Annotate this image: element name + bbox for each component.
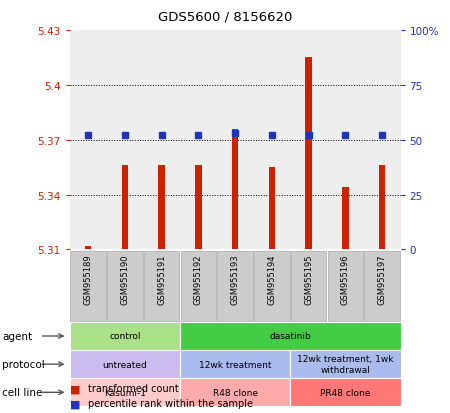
Bar — [269, 168, 275, 250]
Bar — [305, 58, 312, 250]
Bar — [342, 188, 349, 250]
Text: control: control — [109, 332, 140, 341]
Text: GSM955189: GSM955189 — [84, 254, 93, 304]
FancyBboxPatch shape — [364, 251, 400, 321]
FancyBboxPatch shape — [291, 251, 326, 321]
FancyBboxPatch shape — [217, 251, 253, 321]
Text: GSM955190: GSM955190 — [121, 254, 130, 304]
FancyBboxPatch shape — [328, 251, 363, 321]
Text: GSM955192: GSM955192 — [194, 254, 203, 304]
Text: GSM955191: GSM955191 — [157, 254, 166, 304]
Text: PR48 clone: PR48 clone — [320, 388, 370, 397]
Text: GSM955197: GSM955197 — [378, 254, 387, 304]
Text: protocol: protocol — [2, 359, 45, 369]
Text: ■: ■ — [70, 383, 80, 393]
Text: cell line: cell line — [2, 387, 43, 397]
Text: transformed count: transformed count — [88, 383, 179, 393]
Bar — [122, 166, 128, 250]
Text: agent: agent — [2, 331, 32, 341]
Text: GDS5600 / 8156620: GDS5600 / 8156620 — [158, 10, 292, 23]
Bar — [158, 166, 165, 250]
Text: 12wk treatment: 12wk treatment — [199, 360, 271, 369]
FancyBboxPatch shape — [71, 251, 106, 321]
FancyBboxPatch shape — [107, 251, 143, 321]
Bar — [379, 166, 386, 250]
Text: GSM955196: GSM955196 — [341, 254, 350, 304]
Text: R48 clone: R48 clone — [212, 388, 257, 397]
FancyBboxPatch shape — [181, 251, 216, 321]
Bar — [195, 166, 202, 250]
Text: Kasumi-1: Kasumi-1 — [104, 388, 146, 397]
Text: percentile rank within the sample: percentile rank within the sample — [88, 399, 253, 408]
Text: 12wk treatment, 1wk
withdrawal: 12wk treatment, 1wk withdrawal — [297, 355, 394, 374]
Text: GSM955193: GSM955193 — [230, 254, 239, 304]
Text: dasatinib: dasatinib — [270, 332, 311, 341]
Bar — [232, 129, 238, 250]
FancyBboxPatch shape — [254, 251, 289, 321]
Text: ■: ■ — [70, 399, 80, 408]
Bar — [85, 246, 91, 250]
FancyBboxPatch shape — [144, 251, 179, 321]
Text: untreated: untreated — [103, 360, 147, 369]
Text: GSM955195: GSM955195 — [304, 254, 313, 304]
Text: GSM955194: GSM955194 — [267, 254, 276, 304]
